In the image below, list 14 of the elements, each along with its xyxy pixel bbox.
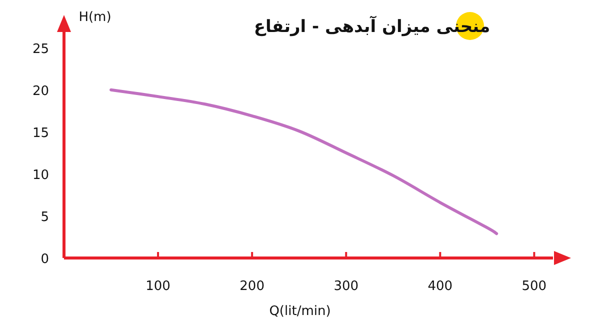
x-tick-label: 300 xyxy=(334,279,359,294)
y-tick-label: 10 xyxy=(32,168,49,183)
y-tick-label: 20 xyxy=(32,84,49,99)
y-tick-label: 5 xyxy=(40,210,49,225)
y-tick-label: 0 xyxy=(40,252,49,267)
line-series xyxy=(110,88,498,236)
x-tick-label: 500 xyxy=(522,279,547,294)
y-tick-label: 25 xyxy=(32,42,49,57)
x-axis-title: Q(lit/min) xyxy=(269,304,331,319)
x-tick-label: 200 xyxy=(240,279,264,294)
y-axis-title: H(m) xyxy=(78,10,112,25)
x-tick-label: 100 xyxy=(146,279,170,294)
y-tick-label: 15 xyxy=(32,126,49,141)
x-tick-label: 400 xyxy=(428,279,453,294)
